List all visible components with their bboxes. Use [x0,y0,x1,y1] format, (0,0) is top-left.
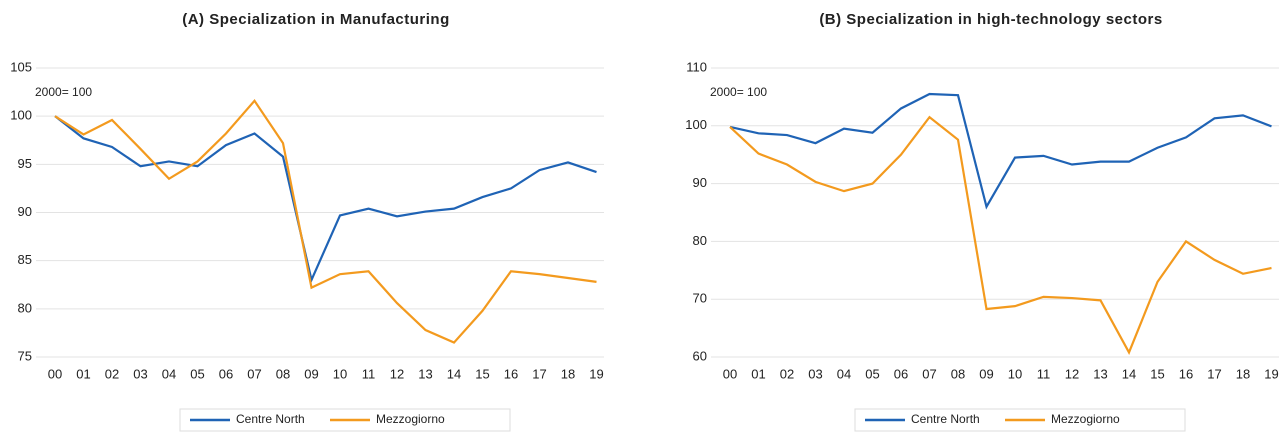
x-tick-label: 10 [333,366,347,381]
x-tick-label: 06 [894,366,908,381]
annotation: 2000= 100 [35,85,92,99]
legend-label: Centre North [236,412,305,426]
x-tick-label: 05 [190,366,204,381]
x-tick-label: 01 [76,366,90,381]
x-tick-label: 13 [418,366,432,381]
x-tick-label: 04 [162,366,176,381]
y-tick-label: 100 [10,108,32,123]
x-tick-label: 09 [304,366,318,381]
y-tick-label: 80 [693,233,707,248]
y-tick-label: 100 [685,117,707,132]
y-tick-label: 85 [18,252,32,267]
line-series [54,115,597,284]
x-tick-label: 18 [561,366,575,381]
x-tick-label: 15 [1150,366,1164,381]
y-tick-label: 70 [693,291,707,306]
x-tick-label: 09 [979,366,993,381]
x-tick-label: 17 [532,366,546,381]
x-tick-label: 04 [837,366,851,381]
x-tick-label: 08 [276,366,290,381]
y-tick-label: 110 [686,59,707,74]
y-tick-label: 90 [18,204,32,219]
x-tick-label: 16 [504,366,518,381]
x-tick-label: 07 [922,366,936,381]
y-tick-label: 75 [18,348,32,363]
y-tick-label: 105 [10,59,32,74]
legend-label: Mezzogiorno [1051,412,1120,426]
x-tick-label: 00 [48,366,62,381]
chart-title: (A) Specialization in Manufacturing [182,11,450,28]
x-tick-label: 13 [1093,366,1107,381]
x-tick-label: 19 [589,366,603,381]
annotation: 2000= 100 [710,85,767,99]
legend-label: Centre North [911,412,980,426]
legend-box [854,408,1186,432]
y-tick-label: 90 [693,175,707,190]
x-tick-label: 02 [780,366,794,381]
x-tick-label: 16 [1179,366,1193,381]
x-tick-label: 14 [1122,366,1136,381]
x-tick-label: 02 [105,366,119,381]
x-tick-label: 01 [751,366,765,381]
x-tick-label: 12 [1065,366,1079,381]
x-tick-label: 03 [133,366,147,381]
line-series [729,115,1272,355]
y-tick-label: 95 [18,156,32,171]
x-tick-label: 06 [219,366,233,381]
x-tick-label: 11 [362,366,376,381]
legend-box [179,408,511,432]
x-tick-label: 19 [1264,366,1278,381]
x-tick-label: 07 [247,366,261,381]
line-series [54,98,597,344]
line-series [729,92,1272,210]
legend-label: Mezzogiorno [376,412,445,426]
chart-title: (B) Specialization in high-technology se… [819,11,1162,28]
x-tick-label: 10 [1008,366,1022,381]
x-tick-label: 14 [447,366,461,381]
y-tick-label: 60 [693,348,707,363]
x-tick-label: 15 [475,366,489,381]
x-tick-label: 11 [1037,366,1051,381]
x-tick-label: 00 [723,366,737,381]
x-tick-label: 18 [1236,366,1250,381]
y-tick-label: 80 [18,300,32,315]
x-tick-label: 12 [390,366,404,381]
x-tick-label: 17 [1207,366,1221,381]
x-tick-label: 03 [808,366,822,381]
x-tick-label: 05 [865,366,879,381]
x-tick-label: 08 [951,366,965,381]
